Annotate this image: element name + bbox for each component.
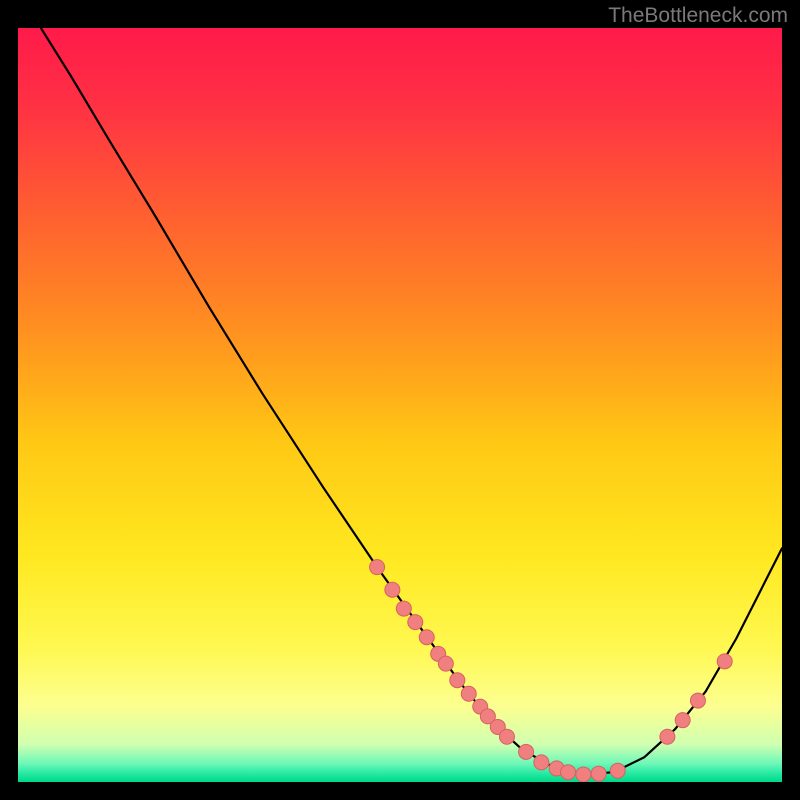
scatter-point <box>690 693 705 708</box>
scatter-markers <box>370 560 733 782</box>
scatter-point <box>408 615 423 630</box>
scatter-point <box>675 713 690 728</box>
scatter-point <box>534 755 549 770</box>
scatter-point <box>610 763 625 778</box>
scatter-point <box>519 744 534 759</box>
chart-svg <box>18 28 782 782</box>
scatter-point <box>576 767 591 782</box>
scatter-point <box>396 601 411 616</box>
scatter-point <box>499 729 514 744</box>
scatter-point <box>561 765 576 780</box>
scatter-point <box>717 654 732 669</box>
scatter-point <box>370 560 385 575</box>
scatter-point <box>660 729 675 744</box>
scatter-point <box>419 630 434 645</box>
scatter-point <box>438 656 453 671</box>
scatter-point <box>591 766 606 781</box>
watermark-text: TheBottleneck.com <box>608 4 788 28</box>
plot-area <box>18 28 782 782</box>
bottleneck-curve <box>41 28 782 774</box>
scatter-point <box>461 686 476 701</box>
scatter-point <box>450 673 465 688</box>
scatter-point <box>385 582 400 597</box>
